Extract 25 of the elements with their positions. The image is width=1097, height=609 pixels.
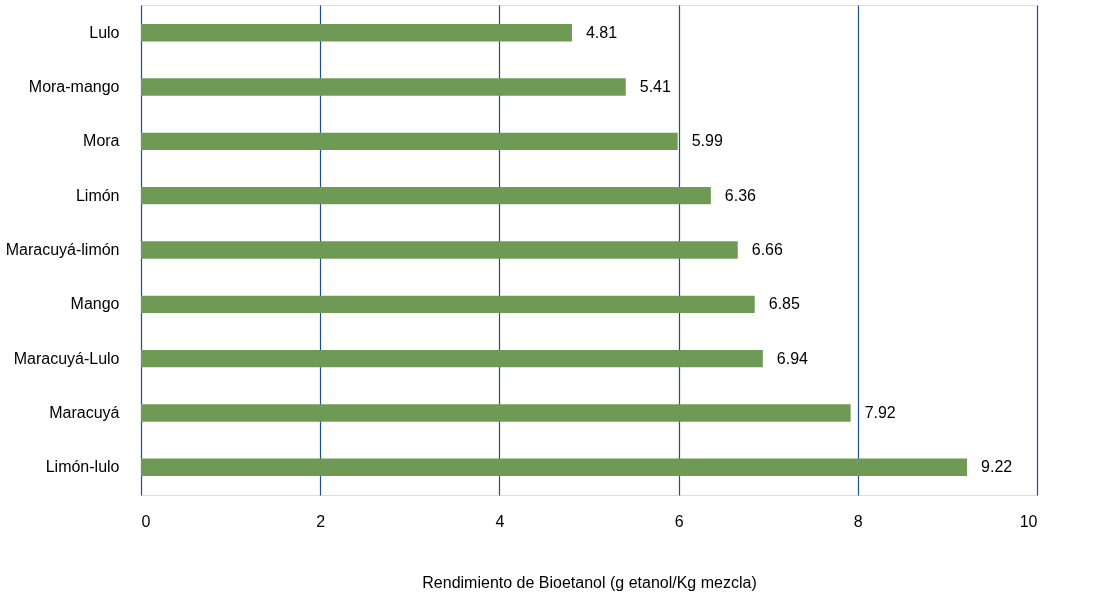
x-tick-label: 4	[495, 512, 505, 530]
y-tick-label: Lulo	[89, 23, 120, 41]
y-tick-label: Mora-mango	[28, 78, 120, 96]
y-tick-label: Maracuyá-limón	[5, 241, 120, 258]
data-label: 6.66	[751, 241, 783, 258]
data-label: 5.99	[691, 132, 723, 150]
data-label: 9.22	[981, 458, 1013, 476]
y-tick-label: Maracuyá	[49, 403, 120, 421]
x-tick-label: 0	[141, 512, 151, 530]
x-tick-label: 10	[1019, 512, 1038, 530]
data-label: 4.81	[585, 23, 618, 41]
x-axis-title: Rendimiento de Bioetanol (g etanol/Kg mezcla)	[422, 573, 757, 591]
y-tick-label: Limón-lulo	[45, 458, 120, 476]
y-tick-label: Mora	[83, 132, 120, 150]
data-label: 7.92	[864, 403, 896, 421]
x-tick-label: 6	[674, 512, 684, 530]
x-tick-label: 8	[853, 512, 863, 530]
x-tick-label: 2	[316, 512, 326, 530]
y-tick-label: Mango	[70, 295, 120, 313]
y-tick-label: Limón	[75, 186, 120, 204]
data-label: 6.36	[724, 186, 757, 204]
data-label: 6.85	[768, 295, 800, 313]
data-label: 5.41	[639, 78, 671, 96]
data-label: 6.94	[776, 349, 809, 367]
y-tick-label: Maracuyá-Lulo	[13, 349, 120, 367]
